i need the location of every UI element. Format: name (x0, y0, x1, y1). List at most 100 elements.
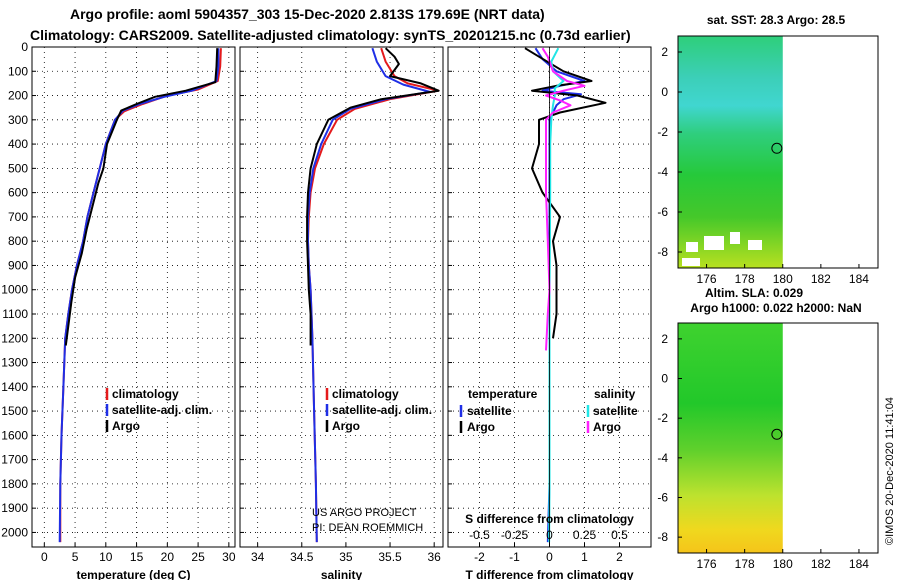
salinity-xlabel: salinity (321, 568, 363, 580)
temperature-xtick-label: 20 (161, 550, 175, 564)
map-xtick-label: 178 (735, 272, 755, 286)
map-ytick-label: -2 (657, 411, 668, 425)
temperature-xtick-label: 0 (41, 550, 48, 564)
map-xtick-label: 176 (697, 272, 717, 286)
map-ytick-label: -2 (657, 125, 668, 139)
field (678, 36, 783, 268)
depth-tick-label: 1400 (1, 380, 28, 394)
legend-label: Argo (332, 419, 360, 433)
depth-tick-label: 400 (8, 137, 28, 151)
difference-xtick-label: 1 (581, 550, 588, 564)
map-ytick-label: -4 (657, 451, 668, 465)
depth-tick-label: 200 (8, 89, 28, 103)
map-xtick-label: 180 (773, 557, 793, 571)
salinity-line-argo (306, 47, 440, 346)
temperature-xtick-label: 5 (72, 550, 79, 564)
cloud-gap (704, 236, 724, 250)
map-xtick-label: 178 (735, 557, 755, 571)
map-xtick-label: 182 (811, 272, 831, 286)
depth-tick-label: 1600 (1, 428, 28, 442)
cloud-gap (730, 232, 740, 244)
salinity-frame (239, 46, 444, 548)
map-frame (677, 322, 879, 554)
sla_map: 176 178 180 182 184 2 0 -2 -4 -6 -8 Altim. SLA: 0.0… (657, 286, 879, 571)
depth-tick-label: 1800 (1, 477, 28, 491)
map-ytick-label: 0 (661, 372, 668, 386)
credit-line1: US ARGO PROJECT (312, 507, 417, 519)
map-xtick-label: 180 (773, 272, 793, 286)
map-xtick-label: 182 (811, 557, 831, 571)
sla-map-title-line2: Argo h1000: 0.022 h2000: NaN (690, 301, 861, 315)
salinity-panel: 34 34.5 35 35.5 36 salinity (239, 46, 444, 580)
depth-tick-label: 1900 (1, 501, 28, 515)
map-ytick-label: -6 (657, 205, 668, 219)
temperature-xlabel: temperature (deg C) (76, 568, 190, 580)
map-ytick-label: -8 (657, 530, 668, 544)
depth-tick-label: 600 (8, 186, 28, 200)
legend-title-salinity: salinity (594, 387, 636, 401)
sst_map: 176 178 180 182 184 2 0 -2 -4 -6 -8 sat. SST: 28.3 … (657, 13, 879, 286)
depth-tick-label: 1300 (1, 356, 28, 370)
difference-line-t-argo (524, 47, 607, 339)
temperature-frame (31, 46, 236, 548)
legend-label: Argo (593, 420, 621, 434)
map-ytick-label: 2 (661, 45, 668, 59)
salinity-xtick-label: 35.5 (378, 550, 402, 564)
temperature-line-argo (64, 48, 219, 346)
salinity-xtick-label: 36 (427, 550, 441, 564)
difference-xtick-label: 2 (616, 550, 623, 564)
difference-annotations: S difference from climatology -0.5 -0.25 0 0… (312, 47, 638, 547)
depth-tick-label: 1000 (1, 283, 28, 297)
map-ytick-label: -8 (657, 245, 668, 259)
difference-xtick-label: -2 (474, 550, 485, 564)
map-ytick-label: 0 (661, 85, 668, 99)
argo-position-marker (771, 142, 783, 154)
legend-label: satellite (467, 404, 512, 418)
depth-tick-label: 100 (8, 64, 28, 78)
temperature-line-satellite-adj-clim- (58, 48, 220, 543)
legend-label: satellite-adj. clim. (332, 403, 432, 417)
figure-title-line1: Argo profile: aoml 5904357_303 15-Dec-20… (70, 6, 545, 22)
map-xtick-label: 184 (849, 272, 869, 286)
depth-tick-label: 800 (8, 234, 28, 248)
temperature-xtick-label: 25 (191, 550, 205, 564)
cloud-gap (686, 242, 698, 252)
salinity-diff-tick-label: -0.5 (469, 528, 490, 542)
difference-line-s-argo (541, 47, 586, 351)
credit-line2: PI: DEAN ROEMMICH (312, 522, 423, 534)
salinity-diff-tick-label: 0.5 (611, 528, 628, 542)
map-ytick-label: -4 (657, 165, 668, 179)
sla-map-title-line1: Altim. SLA: 0.029 (705, 286, 803, 300)
temperature-line-climatology (59, 48, 222, 543)
depth-tick-label: 1100 (2, 307, 28, 321)
depth-tick-label: 300 (8, 113, 28, 127)
cloud-gap (682, 258, 700, 266)
depth-tick-label: 0 (21, 40, 28, 54)
map-xtick-label: 184 (849, 557, 869, 571)
figure-title-line2: Climatology: CARS2009. Satellite-adjuste… (30, 27, 631, 43)
field (678, 323, 783, 553)
map-ytick-label: 2 (661, 332, 668, 346)
difference-xtick-label: 0 (546, 550, 553, 564)
salinity-diff-tick-label: -0.25 (501, 528, 529, 542)
difference-xlabel: T difference from climatology (465, 568, 633, 580)
legend-label: climatology (112, 387, 179, 401)
map-xtick-label: 176 (697, 557, 717, 571)
legend-title-temperature: temperature (468, 387, 538, 401)
temperature-xtick-label: 15 (130, 550, 144, 564)
salinity-diff-title: S difference from climatology (465, 512, 634, 526)
depth-tick-label: 900 (8, 258, 28, 272)
depth-tick-label: 1500 (1, 404, 28, 418)
legend-label: satellite-adj. clim. (112, 403, 212, 417)
salinity-xtick-label: 34 (251, 550, 265, 564)
temperature-xtick-label: 10 (99, 550, 113, 564)
difference-xtick-label: -1 (509, 550, 520, 564)
legend-label: satellite (593, 404, 638, 418)
salinity-line-satellite-adj-clim- (307, 47, 431, 543)
depth-tick-label: 500 (8, 161, 28, 175)
argo-position-marker (771, 428, 783, 440)
cloud-gap (748, 240, 762, 250)
depth-tick-label: 2000 (1, 525, 28, 539)
temperature-legend: climatology satellite-adj. clim. Argo (105, 387, 212, 433)
salinity-xtick-label: 35 (339, 550, 353, 564)
